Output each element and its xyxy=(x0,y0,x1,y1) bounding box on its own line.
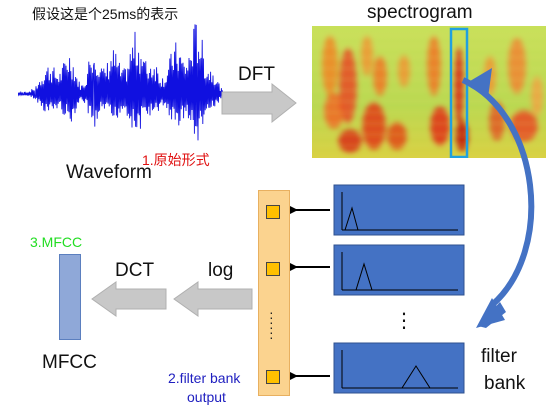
filter-bank-label-line1: filter xyxy=(481,346,517,367)
spectrogram-band xyxy=(312,111,546,114)
triangle-filter-1 xyxy=(344,206,359,231)
filter-bank-label-line2: bank xyxy=(484,373,526,394)
filter-box-1 xyxy=(333,184,465,236)
spectrogram-band xyxy=(312,89,546,92)
waveform-label: Waveform xyxy=(66,162,152,183)
bank-cell-3 xyxy=(266,370,280,384)
bank-dots: · · · · · · xyxy=(269,304,274,345)
spectrogram-band xyxy=(312,122,546,125)
spectrogram-band xyxy=(312,155,546,158)
waveform-caption: 假设这是个25ms的表示 xyxy=(32,6,179,22)
spectrogram-band xyxy=(312,144,546,147)
spectrogram-title: spectrogram xyxy=(367,2,473,23)
mfcc-label: MFCC xyxy=(42,352,97,373)
dct-arrow xyxy=(91,281,167,317)
filter-boxes xyxy=(290,184,465,394)
frame-highlight-box xyxy=(449,27,469,158)
bank-cell-1 xyxy=(266,205,280,219)
spectrogram-band xyxy=(312,67,546,70)
spectrogram-band xyxy=(312,133,546,136)
filter-box-2 xyxy=(333,244,465,296)
triangle-filter-2 xyxy=(355,262,373,291)
step3-label: 3.MFCC xyxy=(30,234,83,250)
spectrogram-band xyxy=(312,45,546,48)
dft-arrow xyxy=(221,82,297,124)
bank-cell-2 xyxy=(266,262,280,276)
dft-label: DFT xyxy=(238,64,275,85)
spectrogram-band xyxy=(312,56,546,59)
filter-ellipsis: ⋮ xyxy=(394,310,414,332)
spectrogram-band xyxy=(312,100,546,103)
log-label: log xyxy=(208,260,234,281)
spectrogram-blob xyxy=(531,76,543,116)
filter-box-3 xyxy=(333,342,465,394)
spectrogram-blob xyxy=(373,56,387,96)
spectrogram-image xyxy=(312,26,546,158)
spectrogram-band xyxy=(312,78,546,81)
log-arrow xyxy=(173,281,253,317)
step2-label-line1: 2.filter bank xyxy=(168,370,241,386)
triangle-filter-3 xyxy=(401,365,431,389)
spectrogram-blob xyxy=(454,46,464,126)
step1-label: 1.原始形式 xyxy=(142,152,210,168)
dct-label: DCT xyxy=(115,260,155,281)
filter-bank-output-column xyxy=(258,190,290,396)
spectrogram-band xyxy=(312,34,546,37)
mfcc-vector-bar xyxy=(59,254,81,340)
waveform-plot xyxy=(18,24,223,141)
step2-label-line2: output xyxy=(187,389,226,405)
waveform-signal xyxy=(18,24,223,141)
